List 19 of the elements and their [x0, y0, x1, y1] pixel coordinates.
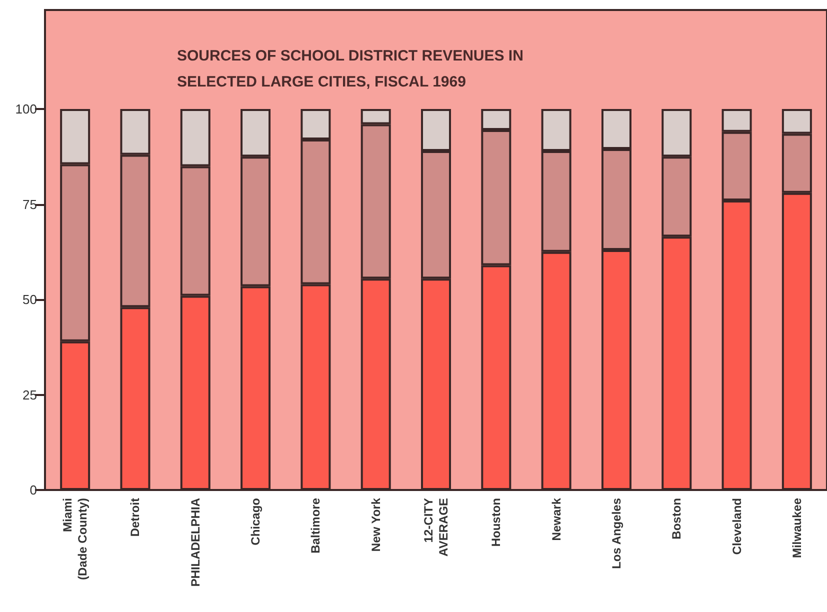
y-tick-label: 25	[22, 387, 37, 402]
x-tick-label: Miami (Dade County)	[60, 498, 90, 580]
x-tick-label: Newark	[549, 498, 564, 541]
x-tick-label: 12-CITY AVERAGE	[422, 498, 450, 556]
text: SOURCES OF SCHOOL DISTRICT REVENUES IN SELECTED LARGE CITIES, FISCAL 1969	[177, 48, 524, 90]
y-tick-label: 50	[22, 292, 37, 308]
x-tick-label: Baltimore	[308, 498, 323, 554]
x-tick-label: Houston	[489, 498, 504, 547]
x-tick-label: Boston	[670, 498, 684, 540]
x-tick-label: Cleveland	[730, 498, 744, 555]
x-tick-label: PHILADELPHIA	[188, 498, 202, 587]
x-tick-label: Los Angeles	[609, 498, 624, 569]
x-tick-label: Milwaukee	[790, 498, 804, 558]
y-tick-label: 0	[30, 482, 37, 498]
y-tick-label: 100	[15, 102, 37, 117]
x-tick-label: Chicago	[248, 498, 263, 546]
y-tick-label: 75	[22, 196, 37, 212]
x-tick-label: Detroit	[128, 498, 142, 537]
x-tick-label: New York	[368, 498, 383, 552]
